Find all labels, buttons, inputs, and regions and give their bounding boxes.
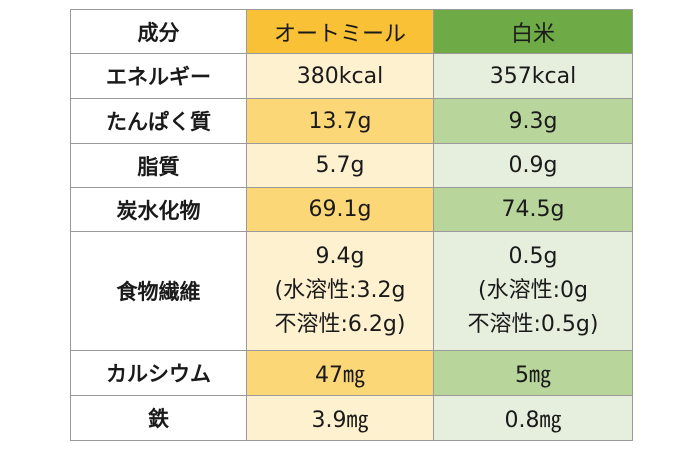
header-white-rice: 白米 [433, 9, 633, 54]
table-row: カルシウム 47㎎ 5㎎ [70, 350, 633, 396]
rice-value: 74.5g [433, 187, 633, 232]
row-label: カルシウム [70, 350, 247, 396]
rice-value: 357kcal [433, 53, 633, 99]
row-label: 炭水化物 [70, 187, 247, 232]
row-label: 鉄 [70, 395, 247, 441]
table-row: 食物繊維 9.4g (水溶性:3.2g 不溶性:6.2g) 0.5g (水溶性:… [70, 231, 633, 351]
oatmeal-value: 47㎎ [246, 350, 434, 396]
rice-value: 0.5g (水溶性:0g 不溶性:0.5g) [433, 231, 633, 351]
fiber-insoluble: 不溶性:0.5g) [467, 312, 599, 337]
header-component: 成分 [70, 9, 247, 54]
row-label: たんぱく質 [70, 98, 247, 144]
table-row: 鉄 3.9㎎ 0.8㎎ [70, 395, 633, 441]
oatmeal-value: 13.7g [246, 98, 434, 144]
oatmeal-value: 9.4g (水溶性:3.2g 不溶性:6.2g) [246, 231, 434, 351]
fiber-total: 9.4g [315, 244, 365, 269]
fiber-soluble: (水溶性:0g [478, 278, 588, 303]
fiber-insoluble: 不溶性:6.2g) [274, 312, 406, 337]
table-row: エネルギー 380kcal 357kcal [70, 53, 633, 99]
row-label: 脂質 [70, 143, 247, 188]
row-label: 食物繊維 [70, 231, 247, 351]
nutrition-table: 成分 オートミール 白米 エネルギー 380kcal 357kcal たんぱく質… [70, 9, 633, 441]
header-row: 成分 オートミール 白米 [70, 9, 633, 54]
header-oatmeal: オートミール [246, 9, 434, 54]
fiber-soluble: (水溶性:3.2g [274, 278, 406, 303]
rice-value: 0.9g [433, 143, 633, 188]
oatmeal-value: 5.7g [246, 143, 434, 188]
nutrition-comparison: 成分 オートミール 白米 エネルギー 380kcal 357kcal たんぱく質… [70, 9, 633, 441]
oatmeal-value: 69.1g [246, 187, 434, 232]
rice-value: 0.8㎎ [433, 395, 633, 441]
fiber-total: 0.5g [508, 244, 558, 269]
oatmeal-value: 3.9㎎ [246, 395, 434, 441]
row-label: エネルギー [70, 53, 247, 99]
rice-value: 9.3g [433, 98, 633, 144]
rice-value: 5㎎ [433, 350, 633, 396]
oatmeal-value: 380kcal [246, 53, 434, 99]
table-row: 脂質 5.7g 0.9g [70, 143, 633, 188]
table-row: たんぱく質 13.7g 9.3g [70, 98, 633, 144]
table-row: 炭水化物 69.1g 74.5g [70, 187, 633, 232]
